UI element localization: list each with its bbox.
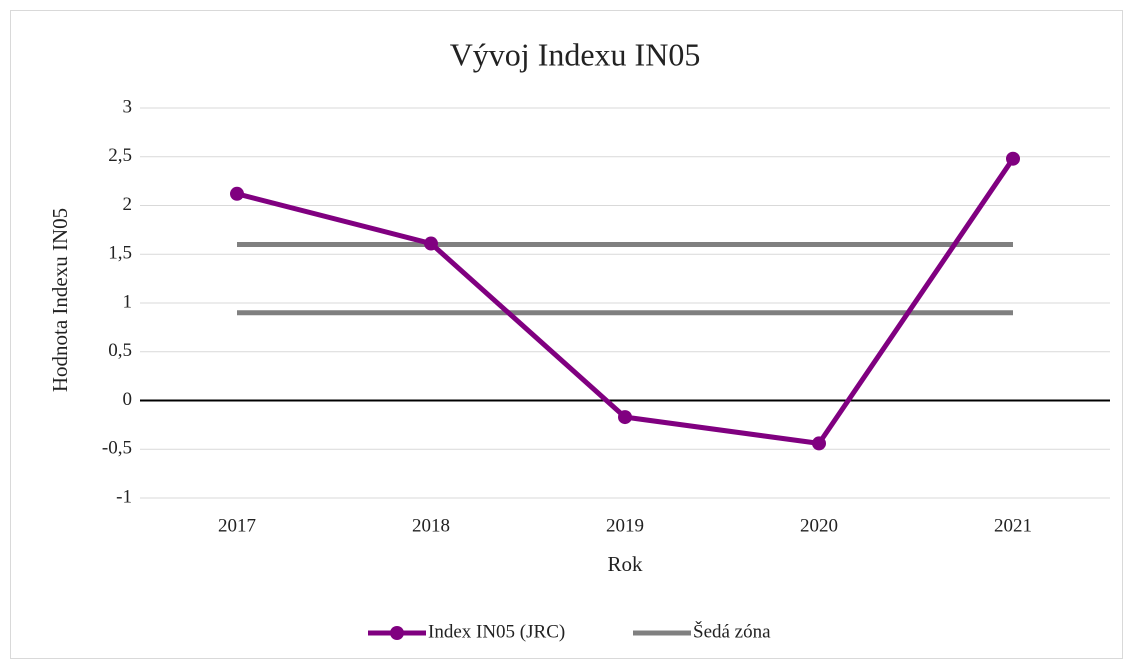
data-point	[424, 236, 438, 251]
x-tick-label: 2018	[412, 515, 450, 536]
x-tick-label: 2017	[218, 515, 256, 536]
y-tick-label: 3	[123, 96, 133, 117]
y-tick-label: 2	[123, 194, 133, 215]
x-axis-title: Rok	[607, 552, 643, 576]
legend-label: Index IN05 (JRC)	[428, 621, 565, 642]
x-tick-label: 2021	[994, 515, 1032, 536]
legend-label: Šedá zóna	[693, 620, 771, 642]
x-tick-label: 2020	[800, 515, 838, 536]
data-point	[1006, 151, 1020, 166]
y-axis-title: Hodnota Indexu IN05	[48, 208, 72, 392]
data-point	[230, 186, 244, 201]
y-tick-label: 1,5	[108, 243, 132, 264]
data-point	[812, 436, 826, 451]
y-tick-label: 0,5	[108, 340, 132, 361]
x-tick-label: 2019	[606, 515, 644, 536]
legend-marker	[390, 626, 404, 640]
y-tick-label: 2,5	[108, 145, 132, 166]
data-point	[618, 410, 632, 425]
y-tick-label: -0,5	[102, 438, 132, 459]
y-tick-label: 1	[123, 291, 133, 312]
chart-title: Vývoj Indexu IN05	[450, 36, 701, 72]
chart-frame	[10, 10, 1123, 659]
y-tick-label: -1	[116, 486, 132, 507]
y-tick-label: 0	[123, 389, 133, 410]
